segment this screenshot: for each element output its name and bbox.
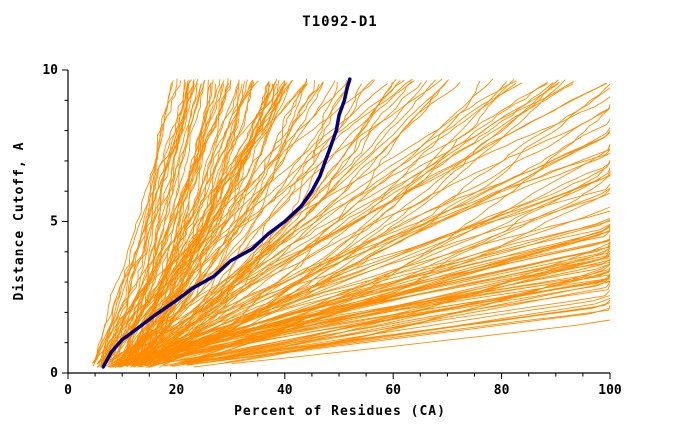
y-tick-label: 5 bbox=[50, 215, 58, 230]
chart-title: T1092-D1 bbox=[302, 14, 378, 30]
x-tick-label: 80 bbox=[494, 383, 510, 398]
tick-labels: 0 20 40 60 80 100 0 5 10 bbox=[42, 63, 622, 398]
y-axis-label: Distance Cutoff, A bbox=[12, 141, 27, 301]
ticks bbox=[62, 69, 611, 379]
highlight-curve bbox=[101, 77, 352, 369]
x-tick-label: 20 bbox=[169, 383, 185, 398]
x-tick-label: 40 bbox=[277, 383, 293, 398]
y-tick-label: 10 bbox=[42, 63, 58, 78]
x-tick-label: 60 bbox=[385, 383, 401, 398]
x-tick-label: 0 bbox=[64, 383, 72, 398]
x-tick-label: 100 bbox=[598, 383, 622, 398]
ensemble-curves bbox=[92, 78, 611, 368]
y-tick-label: 0 bbox=[50, 366, 58, 381]
x-axis-label: Percent of Residues (CA) bbox=[234, 404, 446, 419]
